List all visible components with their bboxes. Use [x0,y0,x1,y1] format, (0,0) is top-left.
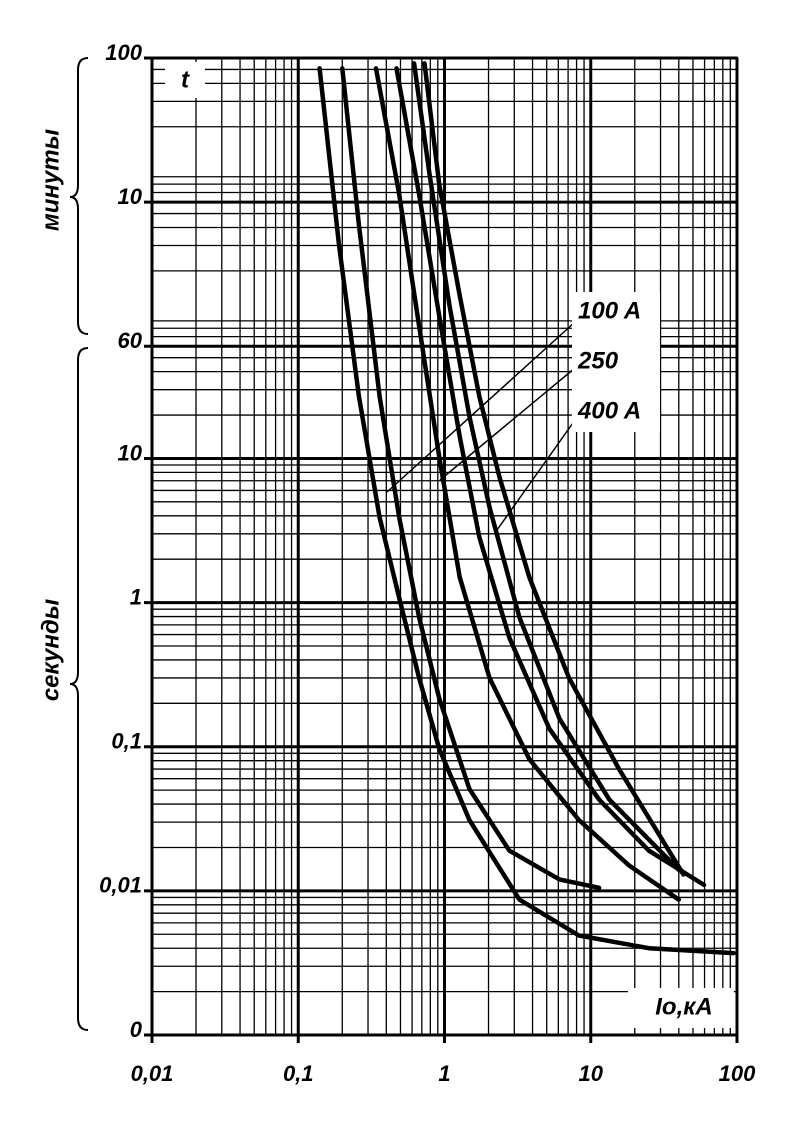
x-tick-label: 100 [719,1061,756,1086]
y-tick-label: 0,01 [99,873,142,898]
y-label-seconds: секунды [37,598,64,701]
leader [496,419,576,531]
y-tick-label: 0,1 [111,729,142,754]
y-label-minutes: минуты [37,128,64,231]
leaders [386,321,576,531]
leader [386,321,576,493]
y-tick-label: 10 [118,184,143,209]
t-label: t [181,66,190,93]
y-tick-label: 100 [105,40,142,65]
annotation: 100 A [578,297,641,324]
annotation: 250 [577,347,619,374]
x-label: Io,кА [655,993,713,1020]
curves [317,61,736,956]
x-tick-label: 0,1 [283,1061,314,1086]
leader [439,367,576,481]
x-label-box [628,988,734,1028]
annotation: 400 A [577,397,641,424]
t-box [165,62,205,98]
x-tick-label: 0,01 [131,1061,174,1086]
label-box [572,292,660,432]
curve [394,66,707,888]
brace-seconds [69,347,89,1031]
curve [317,66,736,956]
y-tick-label: 60 [118,328,143,353]
y-tick-label: 1 [130,584,142,609]
y-tick-label: 0 [130,1017,143,1042]
grid [144,56,739,1043]
curve [340,66,602,891]
curve [411,61,682,873]
plot-frame [150,56,739,1037]
y-tick-label: 10 [118,440,143,465]
curve [422,61,686,877]
x-tick-label: 1 [438,1061,450,1086]
curve [373,66,682,902]
brace-minutes [69,57,89,335]
x-tick-label: 10 [579,1061,604,1086]
